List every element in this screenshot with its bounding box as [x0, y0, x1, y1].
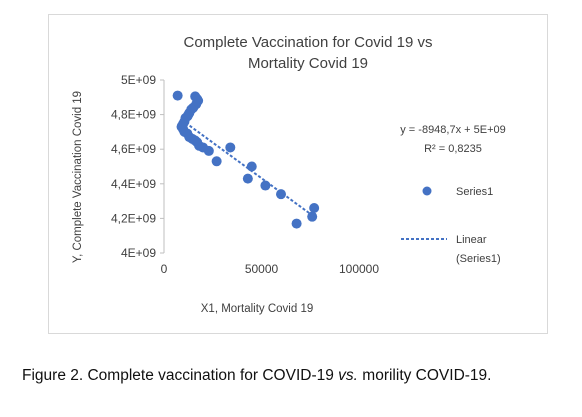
- y-tick-label: 4,4E+09: [111, 177, 156, 191]
- chart-frame: Complete Vaccination for Covid 19 vs Mor…: [48, 14, 548, 334]
- data-point: [246, 161, 257, 172]
- y-tick-label: 4,8E+09: [111, 108, 156, 122]
- data-point: [242, 173, 253, 184]
- x-axis-ticks: 0 50000 100000: [161, 262, 380, 276]
- scatter-chart: Complete Vaccination for Covid 19 vs Mor…: [72, 34, 506, 315]
- x-tick-label: 100000: [339, 262, 379, 276]
- data-point: [203, 145, 214, 156]
- data-point: [211, 156, 222, 167]
- data-points: [172, 90, 320, 229]
- caption-text-part2: morility COVID-19.: [357, 367, 492, 384]
- data-point: [309, 203, 320, 214]
- trendline-equation: y = -8948,7x + 5E+09: [400, 124, 506, 136]
- chart-title-line1: Complete Vaccination for Covid 19 vs: [183, 34, 432, 51]
- caption-lead: Figure 2.: [22, 367, 84, 384]
- legend-linear-label-line2: (Series1): [456, 253, 501, 265]
- x-tick-label: 0: [161, 262, 168, 276]
- y-tick-label: 4,6E+09: [111, 142, 156, 156]
- caption-text-part1: Complete vaccination for COVID-19: [83, 367, 339, 384]
- data-point: [276, 189, 286, 200]
- legend-linear-label-line1: Linear: [456, 234, 487, 246]
- legend: Series1 Linear (Series1): [401, 186, 501, 265]
- y-tick-label: 5E+09: [121, 73, 156, 87]
- chart-title-line2: Mortality Covid 19: [248, 55, 368, 72]
- x-axis-title: X1, Mortality Covid 19: [201, 303, 314, 315]
- data-point: [307, 211, 318, 222]
- data-point: [172, 90, 183, 101]
- y-tick-label: 4,2E+09: [111, 211, 156, 225]
- data-point: [291, 218, 302, 229]
- figure-caption: Figure 2. Complete vaccination for COVID…: [22, 366, 558, 385]
- x-tick-label: 50000: [245, 262, 279, 276]
- r-squared-label: R² = 0,8235: [424, 143, 482, 155]
- legend-series1-label: Series1: [456, 186, 493, 198]
- data-point: [260, 180, 271, 191]
- y-tick-label: 4E+09: [121, 246, 156, 260]
- data-point: [225, 142, 236, 153]
- caption-vs: vs.: [338, 367, 358, 384]
- y-axis-title: Y, Complete Vaccination Covid 19: [72, 91, 84, 263]
- y-axis-ticks: 4E+09 4,2E+09 4,4E+09 4,6E+09 4,8E+09 5E+09: [111, 73, 164, 260]
- legend-series1-marker: [422, 186, 432, 196]
